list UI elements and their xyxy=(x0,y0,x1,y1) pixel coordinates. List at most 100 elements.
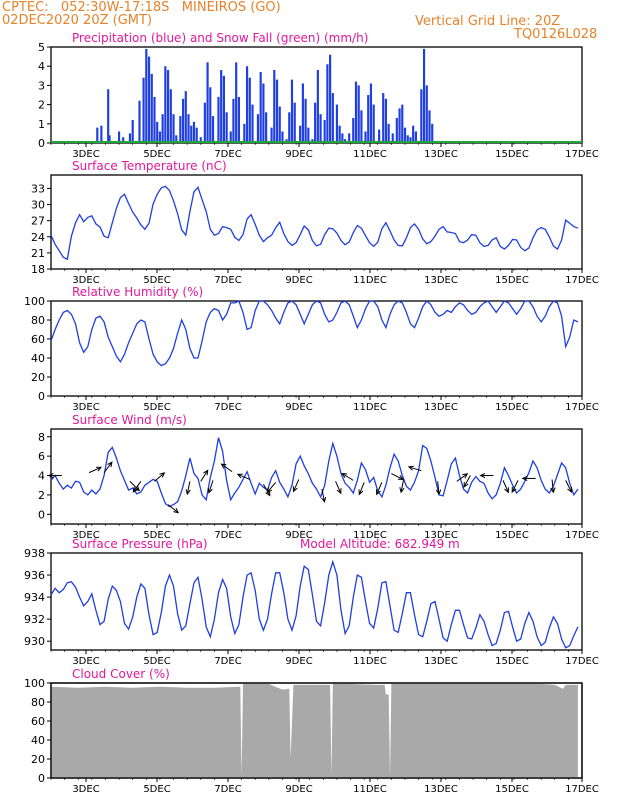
precip-xtick-label: 7DEC xyxy=(214,149,241,160)
wind-arrow xyxy=(376,482,383,495)
pressure-xtick-label: 17DEC xyxy=(565,656,599,667)
cloud-ytick-label: 80 xyxy=(31,696,45,709)
precip-ytick-label: 0 xyxy=(38,137,45,150)
precip-title: Precipitation (blue) and Snow Fall (gree… xyxy=(72,31,368,45)
precip-bar xyxy=(156,121,159,143)
temp-xtick-label: 13DEC xyxy=(424,275,458,286)
wind-arrow-head xyxy=(203,469,209,476)
cloud-xtick-label: 17DEC xyxy=(565,784,599,795)
wind-arrow-head xyxy=(463,481,469,488)
pressure-ytick-label: 936 xyxy=(24,569,45,582)
wind-arrow xyxy=(129,480,140,491)
wind-arrow-head xyxy=(397,475,405,480)
wind-arrow xyxy=(400,479,405,493)
precip-bar xyxy=(316,70,319,143)
rh-xtick-label: 17DEC xyxy=(565,402,599,413)
wind-arrow xyxy=(88,466,102,474)
wind-arrow-head xyxy=(399,487,405,494)
precip-bar xyxy=(179,116,182,143)
cloud-ytick-label: 0 xyxy=(38,772,45,785)
precip-frame xyxy=(50,46,583,144)
pressure-xtick-label: 7DEC xyxy=(214,656,241,667)
precip-bar xyxy=(192,121,196,143)
wind-arrow xyxy=(358,482,365,495)
precip-bar xyxy=(167,70,170,143)
wind-xtick-label: 9DEC xyxy=(285,530,312,541)
wind-arrow-head xyxy=(479,472,486,479)
wind-arrow-head xyxy=(358,489,364,496)
precip-bar xyxy=(304,98,307,143)
precip-bar xyxy=(409,137,412,143)
precip-bar xyxy=(270,127,273,143)
wind-arrow-head xyxy=(321,496,327,503)
cloud-xtick-label: 11DEC xyxy=(353,784,387,795)
precip-bar xyxy=(142,77,145,143)
wind-arrow-head xyxy=(521,475,528,482)
precip-bar xyxy=(378,129,381,143)
header-run-id: TQ0126L028 xyxy=(514,27,598,42)
rh-line xyxy=(50,300,579,367)
precip-bar xyxy=(175,135,178,143)
precip-bar xyxy=(275,79,279,143)
precip-bar xyxy=(398,108,401,143)
precip-bar xyxy=(348,133,351,143)
precip-ytick-label: 4 xyxy=(38,60,45,73)
precip-bar xyxy=(262,83,265,143)
temp-line xyxy=(50,185,579,261)
precip-bar xyxy=(256,114,260,143)
cloud-ytick-label: 20 xyxy=(31,753,45,766)
wind-arrow xyxy=(167,504,179,514)
precip-bar xyxy=(190,125,193,143)
wind-panel: Surface Wind (m/s) 0 2 4 6 8 3DEC 5DEC 7DEC 9DEC 1… xyxy=(38,413,599,541)
rh-xtick-label: 9DEC xyxy=(285,402,312,413)
wind-arrow xyxy=(293,479,300,492)
wind-arrow xyxy=(502,480,509,493)
pressure-frame xyxy=(50,552,583,651)
wind-ytick-label: 4 xyxy=(38,470,45,483)
precip-xtick-label: 15DEC xyxy=(495,149,529,160)
wind-arrow-head xyxy=(236,473,243,479)
wind-arrow xyxy=(437,481,440,495)
wind-arrow-head xyxy=(134,485,141,492)
precip-bar xyxy=(425,85,428,143)
cloud-xtick-label: 9DEC xyxy=(285,784,312,795)
precip-bar xyxy=(357,85,360,143)
cloud-cover-area xyxy=(51,683,578,778)
wind-ytick-label: 0 xyxy=(38,508,45,521)
wind-arrow-head xyxy=(132,486,138,493)
header-run-date: 02DEC2020 20Z (GMT) xyxy=(2,13,153,28)
precip-bar xyxy=(145,48,148,143)
wind-arrow xyxy=(208,480,214,493)
precip-bar xyxy=(431,123,434,143)
precip-ytick-label: 1 xyxy=(38,118,45,131)
wind-ytick-label: 8 xyxy=(38,431,45,444)
cloud-frame-overlay xyxy=(50,682,583,779)
wind-arrow-head xyxy=(207,487,213,494)
cloud-xtick-label: 7DEC xyxy=(214,784,241,795)
wind-arrow xyxy=(262,484,271,496)
wind-arrow-head xyxy=(462,473,469,479)
precip-bar xyxy=(406,135,409,143)
precip-xtick-label: 13DEC xyxy=(424,149,458,160)
temp-xtick-label: 15DEC xyxy=(495,275,529,286)
wind-arrow-head xyxy=(292,486,298,493)
precip-bar xyxy=(220,70,223,143)
rh-ytick-label: 80 xyxy=(31,314,45,327)
temp-xtick-label: 11DEC xyxy=(353,275,387,286)
precip-bar xyxy=(96,127,99,143)
precip-bar xyxy=(184,91,187,143)
pressure-xtick-label: 3DEC xyxy=(72,656,99,667)
precip-bar xyxy=(181,98,185,143)
precip-bar xyxy=(211,116,215,143)
rh-panel: Relative Humidity (%) 0 20 40 60 80 100 3DEC 5DE… xyxy=(24,285,599,413)
wind-arrow xyxy=(511,480,519,493)
wind-arrow-head xyxy=(341,472,348,478)
precip-bar xyxy=(243,123,246,143)
wind-ytick-label: 6 xyxy=(38,450,45,463)
wind-arrow xyxy=(321,489,325,502)
precip-bar xyxy=(164,66,167,143)
precip-bar xyxy=(382,93,385,143)
precip-bar xyxy=(364,131,367,143)
precip-bar xyxy=(329,54,332,143)
